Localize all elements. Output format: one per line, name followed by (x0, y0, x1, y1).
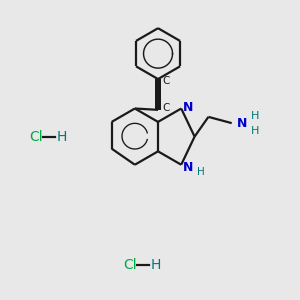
Text: H: H (197, 167, 205, 177)
Text: H: H (151, 258, 161, 272)
Text: N: N (183, 101, 194, 114)
Text: C: C (163, 76, 170, 86)
Text: H: H (250, 126, 259, 136)
Text: H: H (57, 130, 68, 144)
Text: C: C (163, 103, 170, 113)
Text: N: N (236, 117, 247, 130)
Text: Cl: Cl (123, 258, 137, 272)
Text: N: N (183, 161, 194, 174)
Text: H: H (250, 111, 259, 121)
Text: Cl: Cl (29, 130, 43, 144)
